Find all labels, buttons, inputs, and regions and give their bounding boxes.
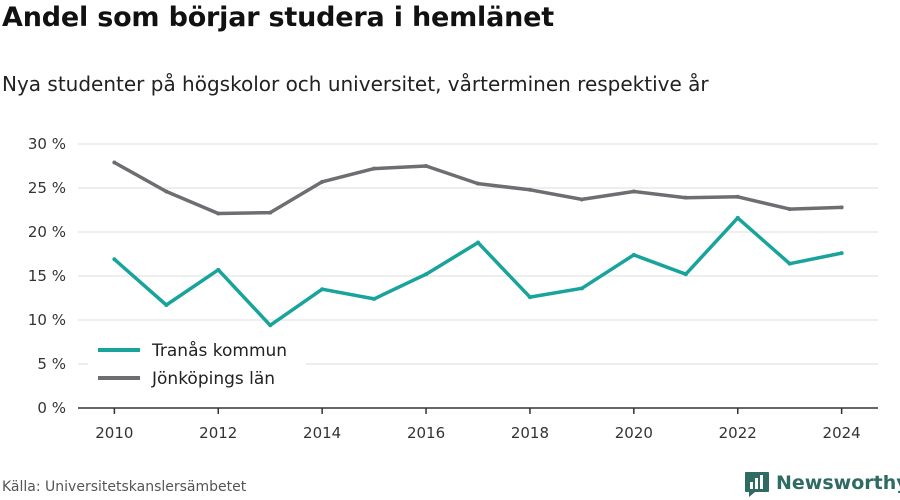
data-point — [216, 267, 221, 272]
data-point — [112, 257, 117, 262]
data-point — [787, 207, 792, 212]
x-tick-label: 2010 — [95, 424, 133, 442]
legend-background — [88, 334, 306, 394]
x-tick-label: 2022 — [719, 424, 757, 442]
y-axis-ticks: 0 % 5 % 10 % 15 % 20 % 25 % 30 % — [28, 135, 66, 417]
brand-name: Newsworthy — [776, 472, 900, 494]
line-chart: 0 %5 %10 %15 %20 %25 %30 % 2010 2012 2014 2… — [28, 135, 878, 442]
data-point — [631, 189, 636, 194]
x-tick-label: 2014 — [303, 424, 341, 442]
data-point — [320, 179, 325, 184]
data-point — [735, 194, 740, 199]
y-tick-label: 10 % — [28, 311, 66, 329]
data-point — [735, 215, 740, 220]
legend-label: Tranås kommun — [151, 340, 287, 361]
data-point — [268, 210, 273, 215]
series-lines — [112, 160, 844, 328]
x-tick-label: 2020 — [615, 424, 653, 442]
chart-title: Andel som börjar studera i hemlänet — [2, 2, 554, 33]
data-point — [839, 251, 844, 256]
bar-chart-logo-icon — [745, 472, 769, 497]
legend: Tranås kommun Jönköpings län — [88, 334, 306, 394]
data-point — [320, 287, 325, 292]
y-tick-label: 25 % — [28, 179, 66, 197]
data-point — [164, 189, 169, 194]
data-point — [476, 181, 480, 186]
y-tick-label: 20 % — [28, 223, 66, 241]
data-point — [372, 166, 377, 171]
data-point — [631, 252, 636, 257]
data-point — [164, 303, 169, 308]
data-point — [424, 164, 429, 168]
source-note: Källa: Universitetskanslersämbetet — [2, 479, 247, 495]
y-tick-label: 15 % — [28, 267, 66, 285]
data-point — [579, 197, 584, 202]
legend-label: Jönköpings län — [151, 369, 275, 389]
x-axis-ticks: 2010 2012 2014 2016 2018 2020 2022 2024 — [78, 407, 878, 442]
y-tick-label: 0 % — [37, 399, 66, 417]
data-point — [683, 195, 688, 200]
data-point — [216, 211, 221, 216]
y-tick-label: 5 % — [37, 355, 66, 373]
gridlines — [78, 143, 878, 365]
x-tick-label: 2016 — [407, 424, 445, 442]
data-point — [424, 272, 429, 277]
data-point — [372, 296, 377, 301]
brand-logo: Newsworthy — [744, 468, 900, 498]
data-point — [787, 261, 792, 266]
data-point — [839, 205, 844, 210]
series-line-tranås-kommun — [112, 216, 844, 328]
data-point — [683, 272, 688, 277]
chart-subtitle: Nya studenter på högskolor och universit… — [2, 72, 709, 96]
data-point — [268, 323, 273, 328]
x-tick-label: 2018 — [511, 424, 549, 442]
data-point — [527, 187, 532, 192]
data-point — [476, 240, 480, 245]
x-tick-label: 2024 — [823, 424, 861, 442]
data-point — [579, 286, 584, 291]
data-point — [112, 160, 117, 165]
x-tick-label: 2012 — [199, 424, 237, 442]
data-point — [527, 295, 532, 300]
y-tick-label: 30 % — [28, 135, 66, 153]
